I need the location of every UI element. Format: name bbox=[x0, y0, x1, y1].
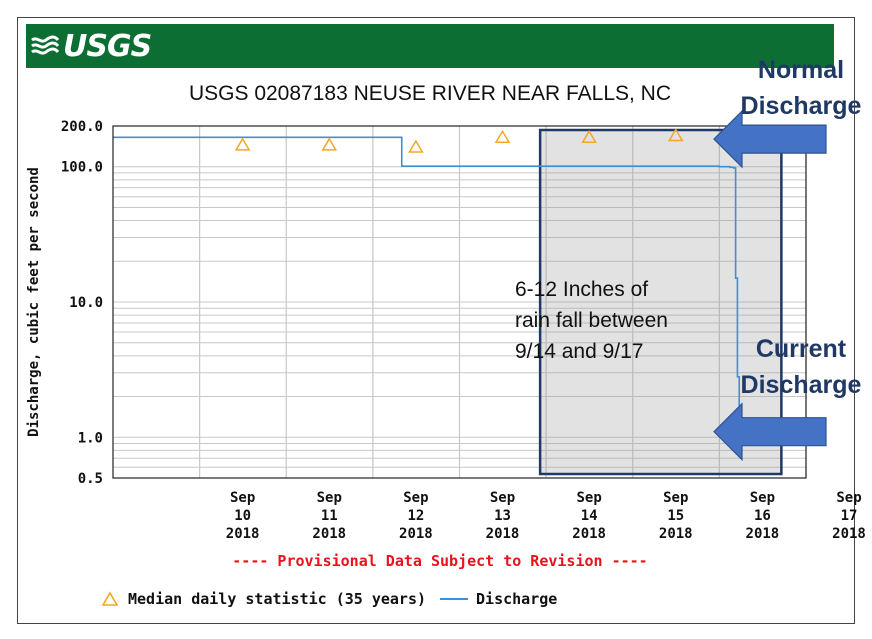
median-marker bbox=[581, 129, 597, 144]
x-tick-label: Sep bbox=[836, 490, 861, 506]
discharge-line bbox=[113, 136, 741, 432]
normal-discharge-callout: Normal Discharge bbox=[734, 52, 868, 124]
x-tick-label: 2018 bbox=[572, 526, 606, 542]
rain-annotation-line: 6-12 Inches of bbox=[515, 278, 649, 301]
y-tick-label: 200.0 bbox=[61, 119, 103, 135]
chart-legend: Median daily statistic (35 years) Discha… bbox=[102, 590, 557, 608]
rain-annotation-line: 9/14 and 9/17 bbox=[515, 340, 644, 363]
arrow-layer bbox=[713, 109, 827, 462]
x-tick-label: 12 bbox=[407, 508, 424, 524]
rain-annotation-line: rain fall between bbox=[515, 309, 668, 332]
callout-line: Discharge bbox=[740, 92, 862, 120]
x-tick-label: Sep bbox=[750, 490, 775, 506]
plot-area-border bbox=[112, 125, 807, 479]
x-tick-label: 14 bbox=[581, 508, 598, 524]
y-tick-label: 0.5 bbox=[78, 471, 103, 487]
median-marker bbox=[408, 139, 424, 153]
x-tick-label: 2018 bbox=[832, 526, 866, 542]
x-tick-label: Sep bbox=[490, 490, 515, 506]
median-marker bbox=[321, 137, 338, 151]
x-tick-label: 2018 bbox=[226, 526, 260, 542]
provisional-data-notice: ---- Provisional Data Subject to Revisio… bbox=[232, 552, 648, 570]
x-tick-label: 2018 bbox=[486, 526, 520, 542]
current-discharge-arrow bbox=[713, 402, 827, 462]
median-triangle-icon bbox=[102, 591, 118, 606]
x-tick-label: Sep bbox=[663, 490, 688, 506]
x-tick-label: 15 bbox=[667, 508, 684, 524]
axis-layer: 200.0 100.0 10.0 1.0 0.5 Discharge, cubic fee… bbox=[26, 119, 866, 542]
x-tick-label: 13 bbox=[494, 508, 511, 524]
x-tick-label: Sep bbox=[317, 490, 342, 506]
y-tick-label: 10.0 bbox=[69, 295, 103, 311]
x-tick-label: 16 bbox=[754, 508, 771, 524]
median-marker bbox=[667, 128, 684, 142]
median-marker bbox=[494, 129, 511, 144]
usgs-waves-icon bbox=[31, 35, 59, 55]
x-tick-label: 2018 bbox=[399, 526, 433, 542]
x-tick-label: 17 bbox=[841, 508, 858, 524]
usgs-header-bar bbox=[26, 24, 834, 68]
x-tick-label: 10 bbox=[234, 508, 251, 524]
x-tick-label: Sep bbox=[403, 490, 428, 506]
x-tick-label: Sep bbox=[576, 490, 601, 506]
figure-frame bbox=[17, 17, 855, 624]
rain-annotation: 6-12 Inches of rain fall between 9/14 an… bbox=[515, 274, 715, 367]
x-tick-label: 2018 bbox=[746, 526, 780, 542]
legend-median-label: Median daily statistic (35 years) bbox=[128, 590, 427, 608]
callout-line: Current bbox=[755, 335, 847, 363]
chart-title: USGS 02087183 NEUSE RIVER NEAR FALLS, NC bbox=[188, 82, 672, 105]
callout-line: Discharge bbox=[740, 371, 862, 399]
median-marker bbox=[234, 137, 251, 151]
x-tick-label: 2018 bbox=[312, 526, 346, 542]
callout-line: Normal bbox=[757, 56, 845, 84]
y-axis-label: Discharge, cubic feet per second bbox=[26, 167, 42, 437]
x-tick-label: 11 bbox=[321, 508, 338, 524]
y-tick-label: 100.0 bbox=[61, 160, 103, 176]
y-tick-label: 1.0 bbox=[78, 430, 103, 446]
usgs-logo: USGS bbox=[31, 27, 152, 65]
current-discharge-callout: Current Discharge bbox=[734, 331, 868, 403]
x-tick-label: Sep bbox=[230, 490, 255, 506]
usgs-logo-text: USGS bbox=[63, 28, 152, 64]
x-tick-label: 2018 bbox=[659, 526, 693, 542]
legend-discharge-label: Discharge bbox=[476, 590, 558, 608]
normal-discharge-arrow bbox=[713, 109, 827, 169]
legend-discharge-swatch bbox=[440, 598, 469, 600]
